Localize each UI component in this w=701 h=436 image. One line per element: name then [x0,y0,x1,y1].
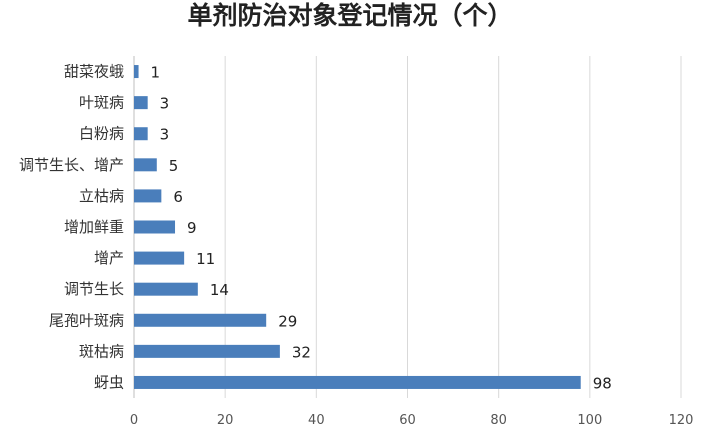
axes: 0 20 40 60 80 100 120 [130,56,694,428]
gridlines [133,56,682,398]
x-tick-label: 60 [399,413,416,428]
y-tick-label: 蚜虫 [94,373,124,391]
bar [134,189,162,203]
data-label: 5 [169,157,179,175]
x-tick-label: 100 [577,413,602,428]
y-tick-label: 斑枯病 [79,342,124,360]
x-tick-label: 0 [130,413,138,428]
x-tick-label: 20 [217,413,234,428]
data-label: 1 [151,64,161,82]
y-tick-label: 调节生长、增产 [19,156,124,174]
bar [134,375,581,389]
y-tick-label: 增加鲜重 [64,218,124,236]
data-label: 3 [160,95,170,113]
data-label: 3 [160,126,170,144]
data-label: 6 [173,188,183,206]
x-tick-label: 120 [669,413,694,428]
bar [134,313,267,327]
bar [134,220,176,234]
y-tick-label: 尾孢叶斑病 [49,311,124,329]
bar [134,282,198,296]
data-label: 98 [593,374,612,392]
y-tick-label: 甜菜夜蛾 [64,63,124,81]
y-tick-label: 增产 [94,249,124,267]
labels: 甜菜夜蛾 1 叶斑病 3 白粉病 3 调节生长、增产 5 立枯病 6 增加鲜重 9 增产 11 调节生长 14… [19,63,612,393]
y-tick-label: 调节生长 [64,280,124,298]
data-label: 11 [196,250,215,268]
data-label: 9 [187,219,197,237]
data-label: 29 [278,312,297,330]
data-label: 14 [210,281,229,299]
bar [134,158,157,172]
bar [134,127,148,141]
bars [134,65,581,389]
data-label: 32 [292,343,311,361]
bar [134,96,148,110]
x-tick-label: 80 [490,413,507,428]
chart-title: 单剂防治对象登记情况（个） [187,1,512,30]
bar [134,251,185,265]
y-tick-label: 立枯病 [79,187,124,205]
y-tick-label: 白粉病 [79,125,124,143]
y-tick-label: 叶斑病 [79,94,124,112]
bar [134,344,280,358]
bar [134,65,139,79]
x-tick-label: 40 [308,413,325,428]
